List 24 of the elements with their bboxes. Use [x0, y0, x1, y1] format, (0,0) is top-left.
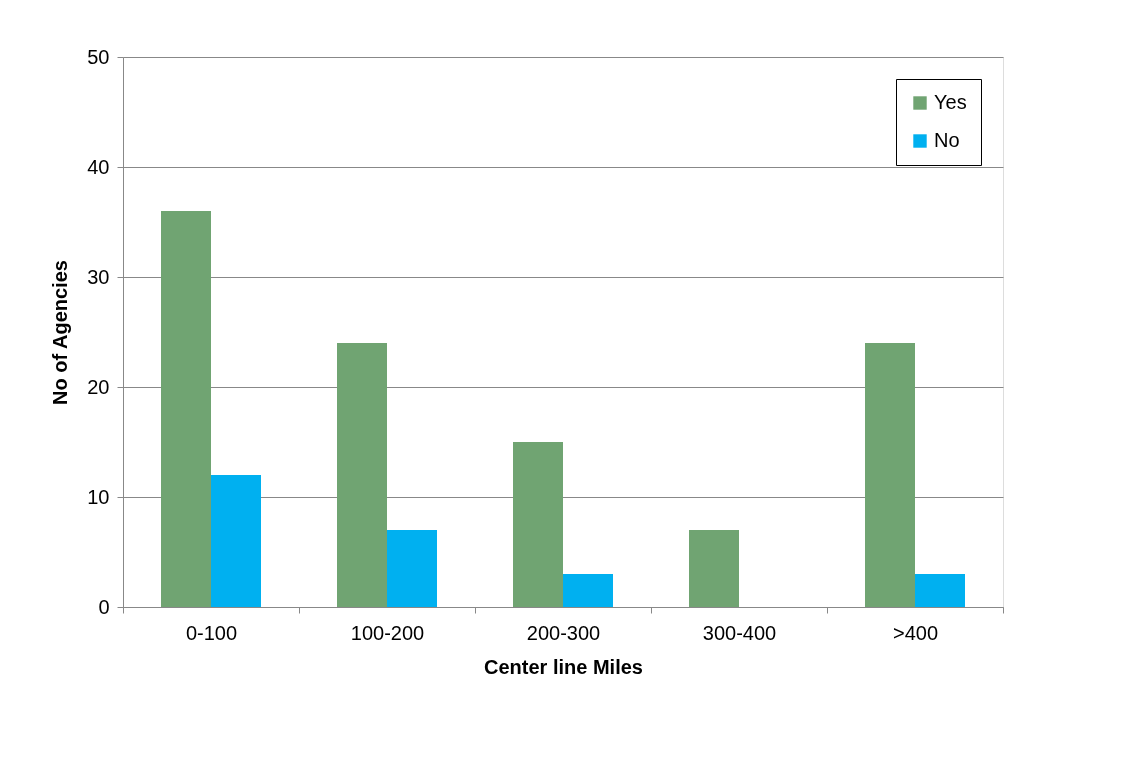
y-tick-label: 50 [87, 45, 110, 68]
bar [161, 211, 211, 607]
x-tick-label: >400 [892, 621, 939, 644]
legend-label: Yes [934, 91, 967, 113]
bar [211, 475, 261, 607]
y-axis-title: No of Agencies [49, 260, 72, 405]
y-tick-label: 0 [98, 595, 110, 618]
bar [387, 530, 437, 607]
bar [689, 530, 739, 607]
x-axis-title: Center line Miles [484, 655, 643, 678]
y-tick-label: 20 [87, 375, 110, 398]
bar [915, 574, 965, 607]
x-tick-label: 300-400 [702, 621, 777, 644]
bar [513, 442, 563, 607]
bar [337, 343, 387, 607]
x-tick-label: 100-200 [350, 621, 425, 644]
x-tick-label: 0-100 [185, 621, 238, 644]
x-tick-label: 200-300 [526, 621, 601, 644]
bar [865, 343, 915, 607]
y-tick-label: 40 [87, 155, 110, 178]
legend-label: No [934, 129, 960, 151]
bar [563, 574, 613, 607]
y-tick-label: 10 [87, 485, 110, 508]
y-tick-label: 30 [87, 265, 110, 288]
